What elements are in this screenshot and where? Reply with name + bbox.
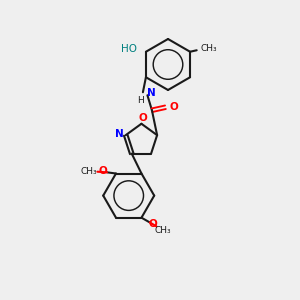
Text: HO: HO [122,44,137,54]
Text: CH₃: CH₃ [201,44,217,53]
Text: O: O [139,113,147,123]
Text: O: O [170,102,179,112]
Text: CH₃: CH₃ [81,167,97,176]
Text: O: O [98,166,107,176]
Text: H: H [137,96,144,105]
Text: CH₃: CH₃ [155,226,171,235]
Text: O: O [148,219,157,229]
Text: N: N [115,129,124,139]
Text: N: N [146,88,155,98]
